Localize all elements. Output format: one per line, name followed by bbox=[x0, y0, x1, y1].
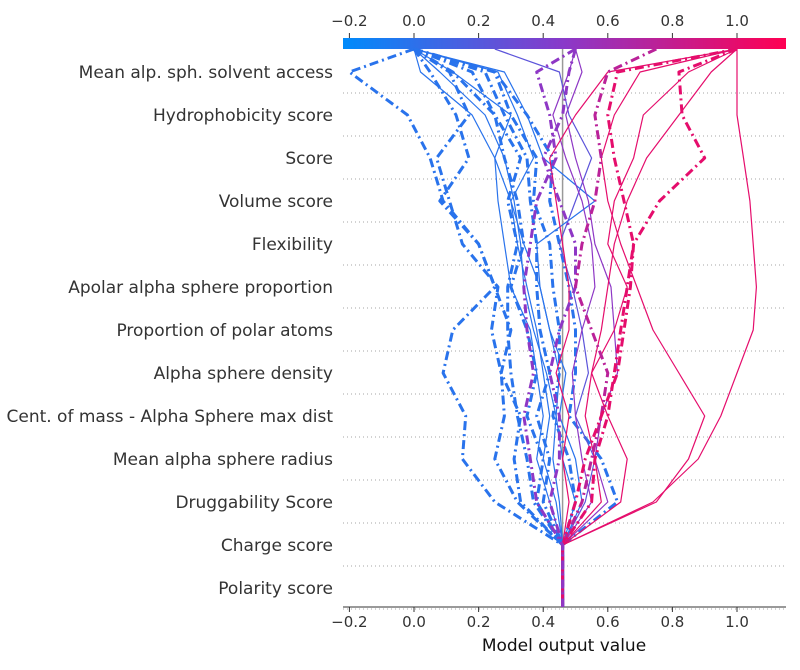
feature-label: Charge score bbox=[221, 536, 333, 556]
x-tick-label: 1.0 bbox=[725, 613, 749, 631]
series-line bbox=[413, 47, 565, 607]
feature-label: Alpha sphere density bbox=[154, 364, 333, 384]
series-line bbox=[562, 48, 738, 607]
colorbar bbox=[343, 38, 786, 49]
series-line bbox=[413, 47, 565, 607]
series-line bbox=[413, 48, 577, 607]
series-line bbox=[562, 49, 757, 607]
x-axis-label: Model output value bbox=[482, 636, 646, 656]
x-tick-label: −0.2 bbox=[331, 613, 367, 631]
series-line bbox=[561, 47, 738, 607]
top-tick-label: 1.0 bbox=[725, 12, 749, 30]
feature-label: Hydrophobicity score bbox=[153, 106, 333, 126]
feature-label: Proportion of polar atoms bbox=[116, 321, 333, 341]
series-line bbox=[413, 48, 564, 607]
series-line bbox=[494, 48, 596, 607]
series-line bbox=[562, 48, 738, 607]
x-tick-label: 0.8 bbox=[660, 613, 684, 631]
feature-label: Polarity score bbox=[218, 579, 333, 599]
top-tick-label: 0.0 bbox=[402, 12, 426, 30]
series-line bbox=[413, 47, 565, 607]
series-line bbox=[562, 48, 619, 607]
feature-label: Score bbox=[285, 149, 333, 169]
series-line bbox=[522, 47, 577, 607]
x-tick-label: 0.4 bbox=[531, 613, 555, 631]
series-line bbox=[413, 48, 564, 607]
series-line bbox=[412, 48, 565, 607]
top-tick-label: −0.2 bbox=[331, 12, 367, 30]
top-tick-labels: −0.2 0.0 0.2 0.4 0.6 0.8 1.0 bbox=[331, 12, 749, 38]
top-tick-label: 0.2 bbox=[467, 12, 491, 30]
feature-label: Mean alp. sph. solvent access bbox=[79, 63, 333, 83]
x-tick-label: 0.0 bbox=[402, 613, 426, 631]
series-line bbox=[552, 48, 596, 607]
x-tick-label: 0.6 bbox=[596, 613, 620, 631]
feature-label: Mean alpha sphere radius bbox=[113, 450, 333, 470]
series-line bbox=[347, 47, 565, 607]
series-lines bbox=[347, 47, 757, 607]
feature-label: Druggability Score bbox=[175, 493, 333, 513]
feature-label: Cent. of mass - Alpha Sphere max dist bbox=[6, 407, 333, 427]
series-line bbox=[562, 48, 738, 607]
feature-label: Flexibility bbox=[252, 235, 333, 255]
series-line bbox=[413, 47, 619, 607]
series-line bbox=[541, 48, 577, 607]
bottom-tick-labels: −0.2 0.0 0.2 0.4 0.6 0.8 1.0 bbox=[331, 607, 749, 631]
top-tick-label: 0.6 bbox=[596, 12, 620, 30]
feature-label: Apolar alpha sphere proportion bbox=[68, 278, 333, 298]
series-line bbox=[413, 47, 565, 607]
top-tick-label: 0.4 bbox=[531, 12, 555, 30]
feature-labels: Mean alp. sph. solvent access Hydrophobic… bbox=[6, 63, 333, 599]
feature-label: Volume score bbox=[219, 192, 333, 212]
series-line bbox=[413, 48, 564, 607]
series-line bbox=[413, 47, 577, 607]
top-tick-label: 0.8 bbox=[660, 12, 684, 30]
series-line bbox=[561, 47, 738, 607]
x-tick-label: 0.2 bbox=[467, 613, 491, 631]
